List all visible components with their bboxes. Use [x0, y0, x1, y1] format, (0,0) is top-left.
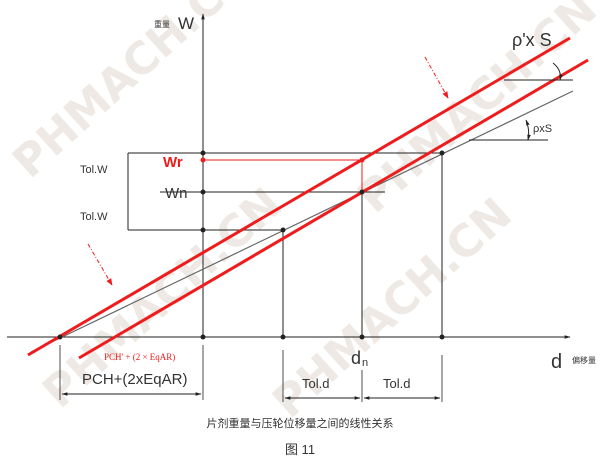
- watermark: PHMACH.CN: [348, 0, 600, 223]
- dashed-arrow-upper: [424, 56, 449, 99]
- points: [57, 150, 445, 340]
- rho-prime-s-arc: [552, 62, 563, 81]
- tol-w-upper-label: Tol.W: [80, 164, 108, 176]
- rho-s-label: ρxS: [533, 123, 552, 135]
- watermark: PHMACH.CN: [263, 188, 521, 428]
- rho-prime-s-label: ρ'x S: [512, 30, 552, 50]
- x-axis-label: d: [551, 351, 562, 373]
- x-axis-label-cn: 偏移量: [572, 355, 596, 365]
- rho-s-arc: [525, 119, 531, 141]
- wn-label: Wn: [165, 185, 188, 202]
- tol-d-left-label: Tol.d: [302, 376, 329, 391]
- y-axis-label-cn: 重量: [154, 19, 170, 29]
- caption: 片剂重量与压轮位移量之间的线性关系: [207, 416, 394, 430]
- y-axis-label: W: [178, 14, 194, 33]
- pch-black-label: PCH+(2xEqAR): [82, 371, 187, 388]
- figure-number: 图 11: [285, 442, 315, 457]
- wr-point: [200, 157, 206, 163]
- wr-label: Wr: [163, 154, 183, 171]
- tol-d-right-label: Tol.d: [383, 376, 410, 391]
- dn-label: dn: [351, 348, 368, 369]
- pch-red-label: PCH' + (2 × EqAR): [104, 352, 175, 362]
- wr-intersection: [359, 157, 365, 163]
- dashed-arrow-lower: [87, 243, 113, 286]
- nominal-line: [30, 90, 574, 353]
- red-line-upper: [27, 36, 571, 357]
- red-line-lower: [78, 58, 589, 360]
- tol-w-lower-label: Tol.W: [80, 211, 108, 223]
